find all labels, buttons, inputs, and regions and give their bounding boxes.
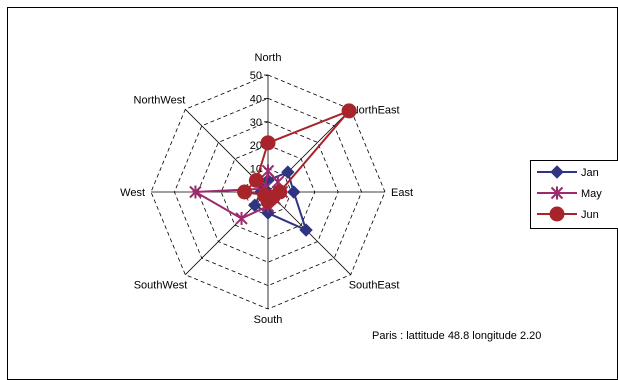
point-may-southwest (235, 211, 248, 225)
point-jun-north (260, 135, 276, 151)
point-jan-southeast (299, 223, 313, 237)
category-label-northeast: NorthEast (351, 104, 400, 116)
point-jun-northwest (248, 172, 264, 188)
legend-box (530, 160, 618, 229)
series-layer (189, 103, 357, 237)
category-label-north: North (255, 52, 282, 64)
chart-border (7, 7, 618, 380)
legend-item-may: May (537, 186, 602, 200)
point-jun-west (237, 184, 253, 200)
legend-marker-jun (549, 206, 565, 222)
point-jun-southwest (257, 187, 273, 203)
legend-marker-may (550, 186, 564, 200)
series-jun (237, 103, 357, 209)
category-label-west: West (120, 187, 145, 199)
point-jan-east (287, 185, 301, 199)
legend-label-may: May (581, 188, 602, 200)
category-label-south: South (254, 314, 283, 326)
r-tick-label: 50 (250, 70, 262, 82)
category-labels: North NorthEast East SouthEast South SouthWes… (120, 52, 413, 326)
point-jan-northeast (281, 165, 295, 179)
legend: Jan May Jun (530, 160, 618, 229)
r-tick-label: 40 (250, 93, 262, 105)
chart-annotation: Paris : lattitude 48.8 longitude 2.20 (372, 330, 541, 342)
grid-ring (173, 97, 363, 287)
r-tick-label: 30 (250, 117, 262, 129)
legend-label-jan: Jan (581, 167, 599, 179)
point-may-west (189, 185, 202, 199)
point-jun-northeast (341, 103, 357, 119)
category-label-east: East (391, 187, 413, 199)
legend-marker-jan (550, 165, 564, 179)
legend-item-jan: Jan (537, 165, 599, 179)
grid-ring (197, 121, 339, 263)
legend-item-jun: Jun (537, 206, 599, 222)
point-may-north (261, 164, 275, 178)
category-label-southeast: SouthEast (349, 280, 400, 292)
r-tick-label: 20 (250, 140, 262, 152)
legend-label-jun: Jun (581, 209, 599, 221)
category-label-northwest: NorthWest (134, 94, 186, 106)
category-label-southwest: SouthWest (134, 280, 188, 292)
